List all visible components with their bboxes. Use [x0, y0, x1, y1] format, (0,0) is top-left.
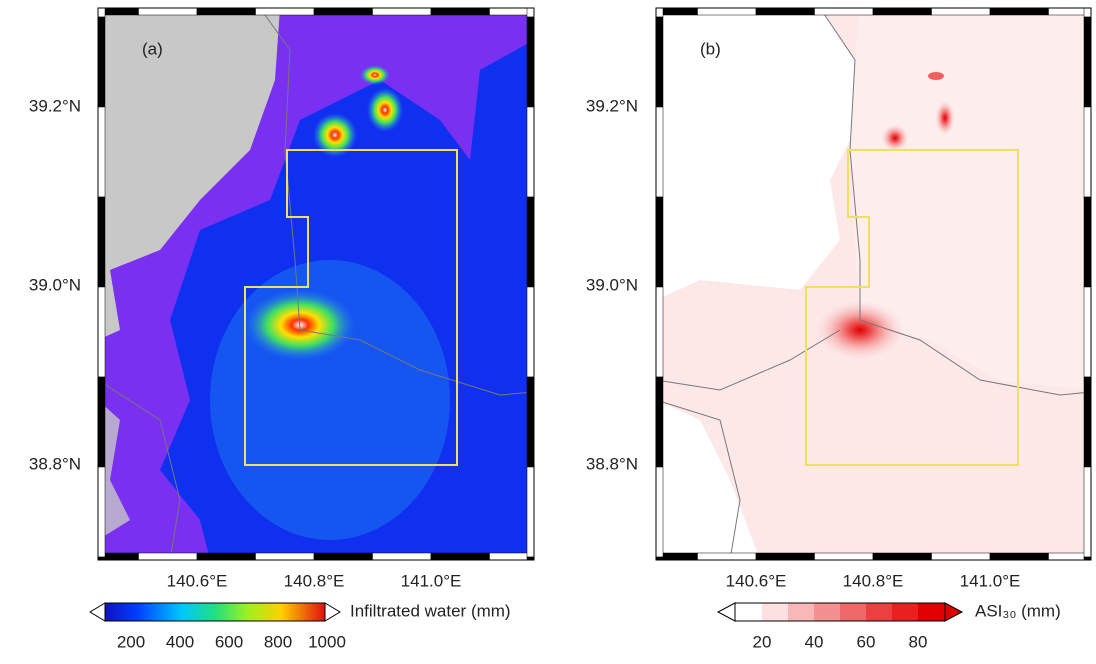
frame-segment [814, 552, 874, 561]
frame-segment [1083, 7, 1092, 18]
frame-segment [526, 106, 535, 198]
x-tick-label: 140.6°E [167, 571, 228, 590]
y-tick-label: 39.0°N [586, 275, 638, 294]
frame-segment [814, 7, 874, 16]
colorbar-label: Infiltrated water (mm) [350, 601, 511, 620]
frame-segment [430, 552, 490, 561]
frame-segment [1083, 106, 1092, 198]
frame-segment [97, 466, 106, 558]
frame-segment [1083, 286, 1092, 378]
frame-segment [138, 552, 198, 561]
x-tick-label: 141.0°E [960, 571, 1021, 590]
frame-segment [755, 552, 815, 561]
frame-segment [430, 7, 490, 16]
frame-segment [138, 7, 198, 16]
frame-segment [255, 7, 315, 16]
colorbar-tick-label: 400 [166, 632, 194, 651]
frame-segment [97, 196, 106, 288]
x-tick-label: 140.6°E [726, 571, 787, 590]
colorbar-tick-label: 80 [909, 632, 928, 651]
y-tick-label: 39.2°N [29, 96, 81, 115]
frame-segment [526, 7, 535, 18]
colorbar-label: ASI₃₀ (mm) [975, 601, 1061, 620]
frame-segment [872, 552, 932, 561]
frame-segment [655, 16, 664, 108]
frame [97, 7, 535, 561]
colorbar-b [716, 602, 964, 622]
x-tick-label: 140.8°E [843, 571, 904, 590]
x-tick-label: 141.0°E [401, 571, 462, 590]
x-tick-label: 140.8°E [284, 571, 345, 590]
frame-segment [931, 552, 991, 561]
y-tick-label: 39.2°N [586, 96, 638, 115]
frame-segment [255, 552, 315, 561]
frame-segment [1083, 16, 1092, 108]
frame-segment [989, 7, 1049, 16]
frame-segment [655, 196, 664, 288]
frame-segment [1083, 196, 1092, 288]
frame-segment [526, 196, 535, 288]
colorbar-a [89, 602, 341, 622]
frame-segment [97, 106, 106, 198]
frame-segment [931, 7, 991, 16]
frame-segment [755, 7, 815, 16]
frame-segment [697, 7, 757, 16]
frame-segment [655, 466, 664, 558]
frame-segment [655, 7, 664, 18]
frame-segment [872, 7, 932, 16]
frames [97, 7, 1092, 561]
colorbar-tick-label: 200 [117, 632, 145, 651]
y-tick-label: 39.0°N [29, 275, 81, 294]
frame-segment [655, 286, 664, 378]
frame-segment [313, 7, 373, 16]
frame [655, 7, 1092, 561]
frame-segment [989, 552, 1049, 561]
frame-segment [526, 286, 535, 378]
frame-segment [655, 106, 664, 198]
y-tick-label: 38.8°N [586, 454, 638, 473]
panel-label: (b) [700, 39, 721, 58]
y-tick-label: 38.8°N [29, 454, 81, 473]
colorbar-tick-label: 60 [857, 632, 876, 651]
colorbar-tick-label: 20 [753, 632, 772, 651]
frame-segment [97, 286, 106, 378]
frame-segment [1083, 376, 1092, 468]
colorbar-tick-label: 800 [264, 632, 292, 651]
frame-segment [97, 376, 106, 468]
panel-label: (a) [142, 39, 163, 58]
frame-segment [196, 552, 256, 561]
map-a [98, 8, 534, 560]
map-b [656, 8, 1091, 560]
colorbar-tick-label: 1000 [308, 632, 346, 651]
frame-segment [196, 7, 256, 16]
frame-segment [526, 466, 535, 558]
frame-segment [1083, 466, 1092, 558]
frame-segment [526, 376, 535, 468]
colorbar-tick-label: 600 [215, 632, 243, 651]
frame-segment [97, 16, 106, 108]
frame-segment [372, 7, 432, 16]
frame-segment [372, 552, 432, 561]
colorbar-tick-label: 40 [805, 632, 824, 651]
frame-segment [697, 552, 757, 561]
frame-segment [526, 16, 535, 108]
frame-segment [97, 7, 106, 18]
frame-segment [313, 552, 373, 561]
frame-segment [655, 376, 664, 468]
